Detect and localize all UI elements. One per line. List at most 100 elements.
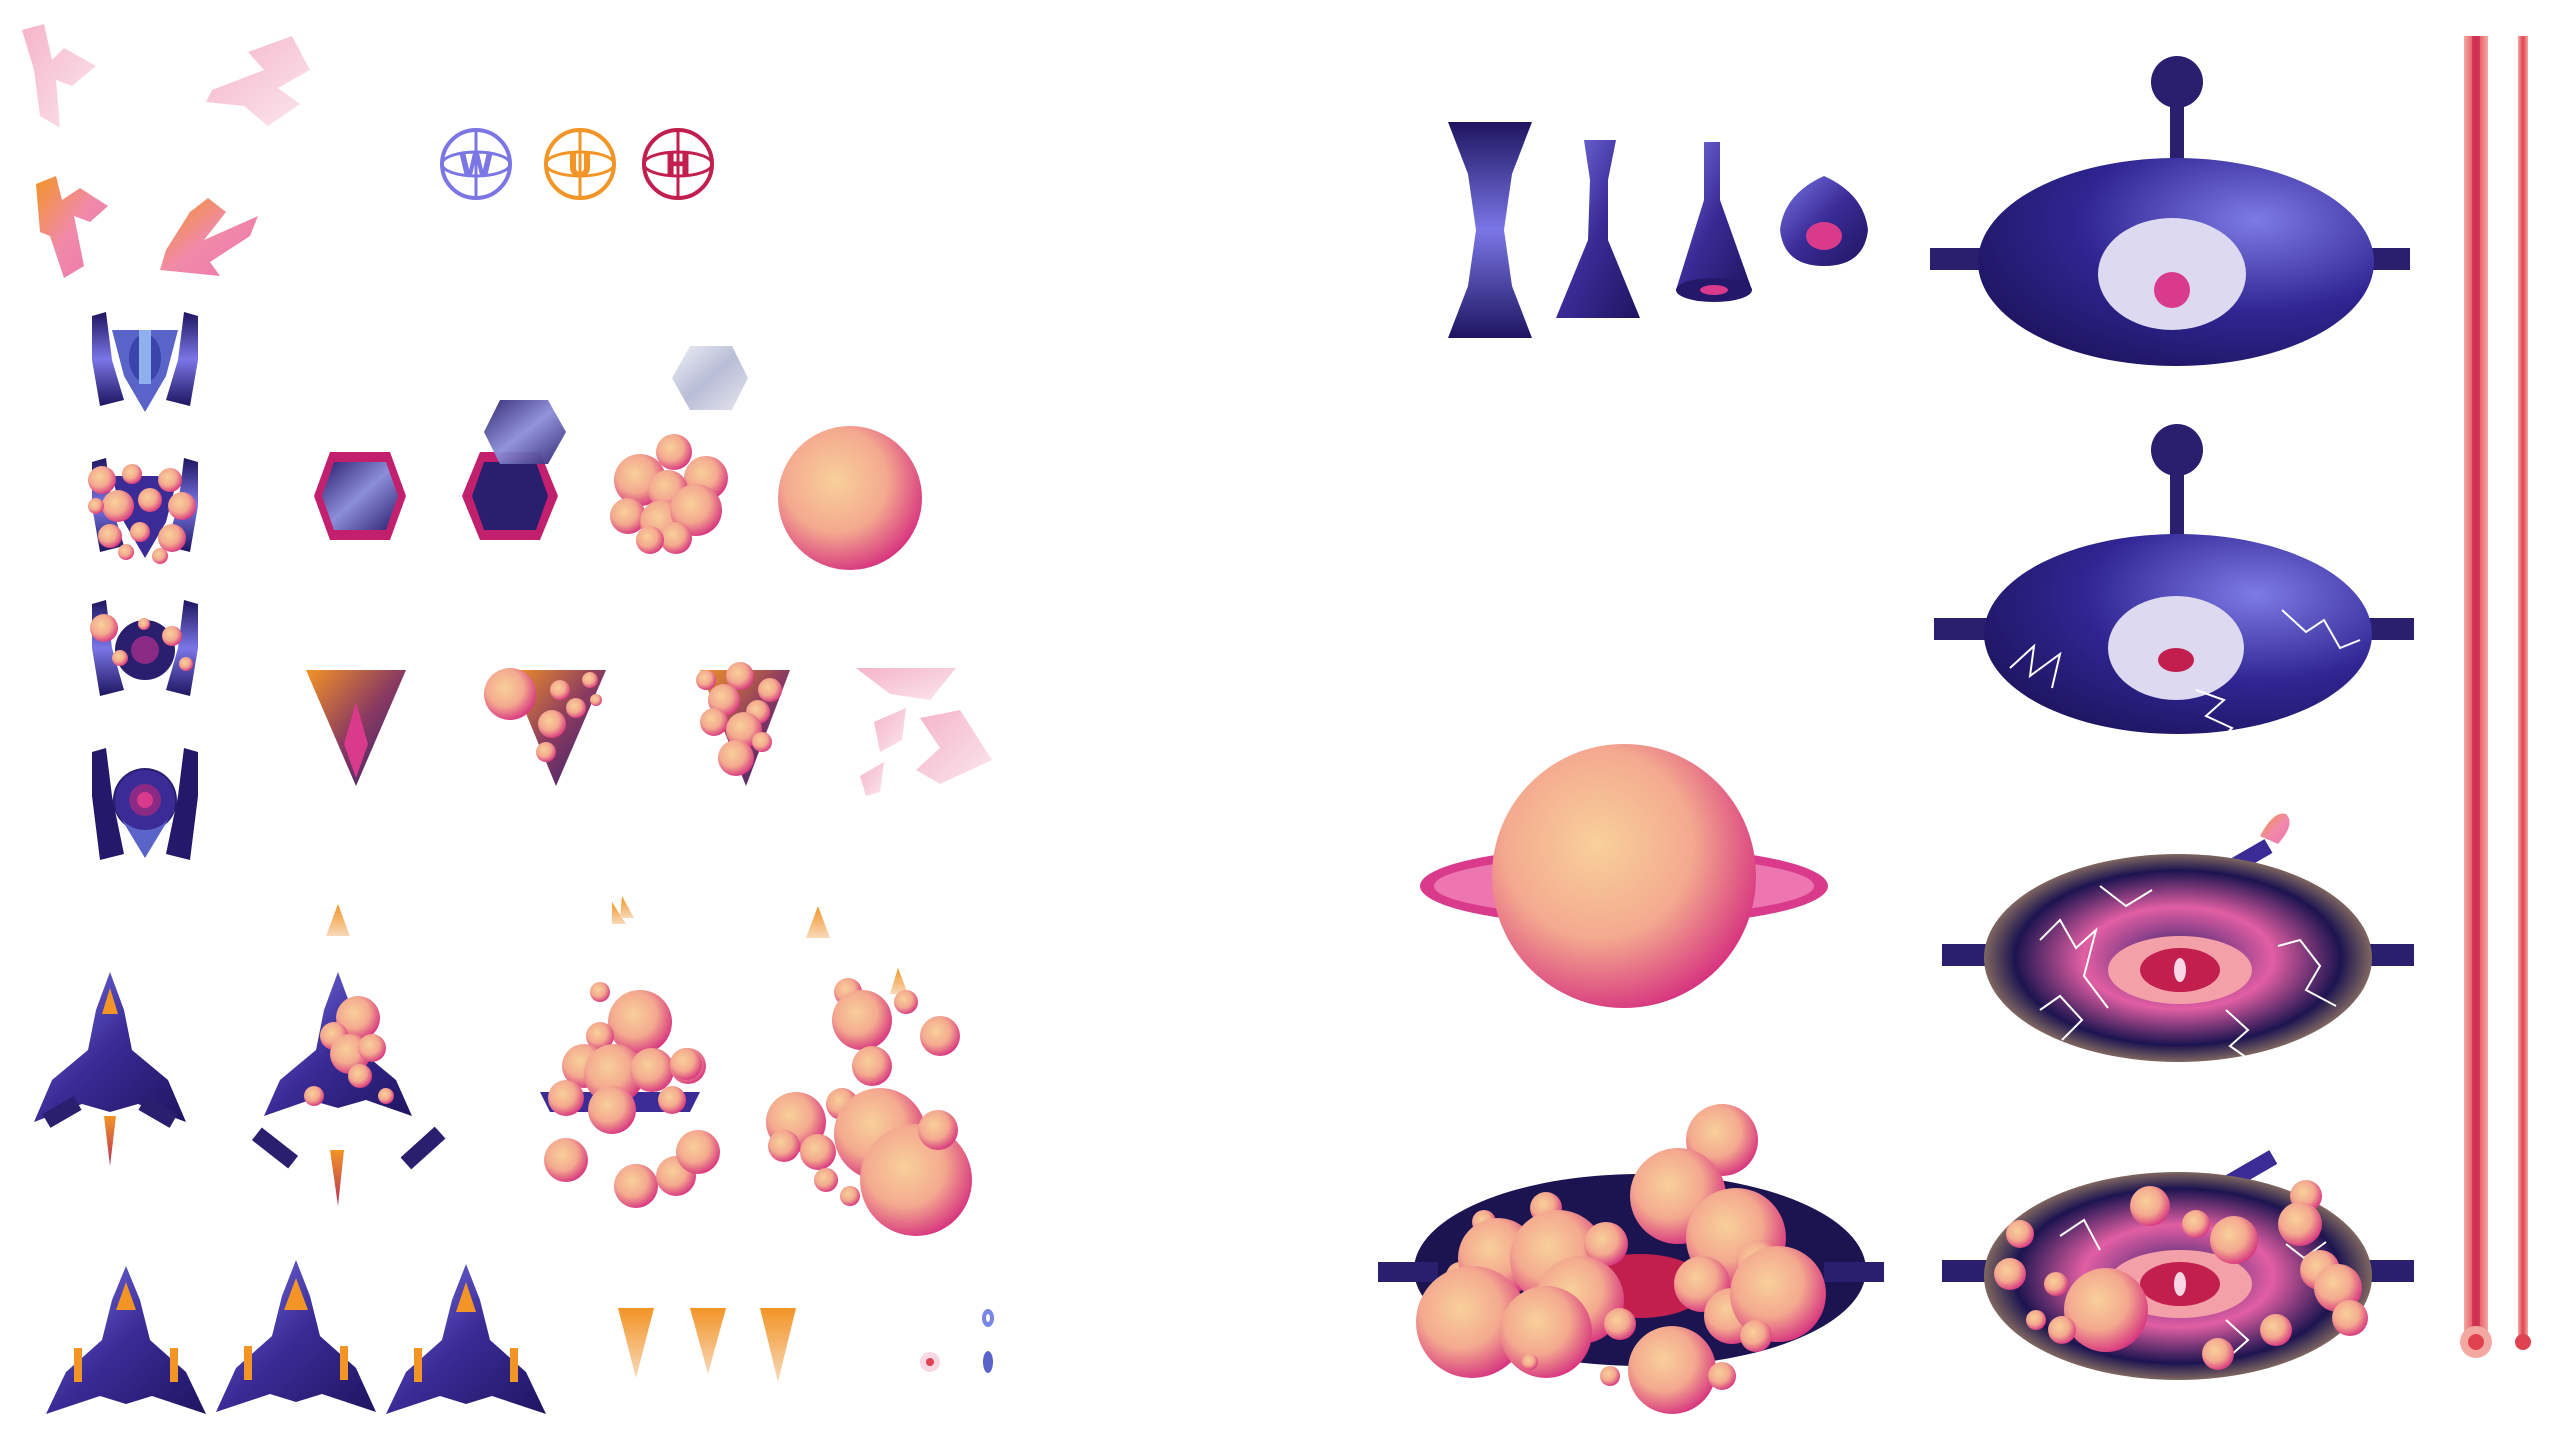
explosion-ball <box>670 484 722 536</box>
explosion-ball <box>658 1086 686 1114</box>
explosion-ball <box>1708 1362 1736 1390</box>
player-ship-icon <box>386 1264 546 1414</box>
explosion-ball <box>752 732 772 752</box>
explosion-ball <box>584 1044 644 1104</box>
explosion-ball <box>544 1138 588 1182</box>
k-letter-fragment-icon <box>36 176 258 278</box>
explosion-ball <box>358 1034 386 1062</box>
explosion-ball <box>758 678 782 702</box>
player-ship-exploding-icon <box>251 904 446 1206</box>
explosion-icon <box>778 426 922 570</box>
powerup-h-icon: H <box>642 128 714 200</box>
explosion-ball <box>168 492 196 520</box>
explosion-ball <box>2182 1210 2210 1238</box>
explosion-ball <box>2202 1338 2234 1370</box>
boss-cannon-icon <box>1448 122 1532 338</box>
explosion-ball <box>2026 1310 2046 1330</box>
explosion-ball <box>138 488 162 512</box>
powerup-u-icon: U <box>544 128 616 200</box>
explosion-ball <box>676 1130 720 1174</box>
explosion-ball <box>608 990 672 1054</box>
explosion-ball <box>918 1110 958 1150</box>
explosion-ball <box>2278 1202 2322 1246</box>
boss-saucer-critical-icon <box>1942 813 2414 1062</box>
explosion-ball <box>860 1124 972 1236</box>
explosion-ball <box>2006 1220 2034 1248</box>
explosion-ball <box>550 680 570 700</box>
player-ship-burst-icon <box>540 896 720 1208</box>
hex-mine-damaged-icon <box>462 400 566 540</box>
powerup-w-label: W <box>458 146 493 184</box>
hex-mine-debris-icon <box>672 346 748 410</box>
explosion-ball <box>2332 1300 2368 1336</box>
explosion-ball <box>2130 1186 2170 1226</box>
explosion-ball <box>832 990 892 1050</box>
explosion-ball <box>118 544 134 560</box>
boss-cannon-icon <box>1556 140 1640 318</box>
explosion-ball <box>636 526 664 554</box>
explosion-ball <box>590 694 602 706</box>
explosion-ball <box>102 490 134 522</box>
dart-enemy-debris-icon <box>856 668 992 796</box>
enemy-fighter-core-icon <box>92 748 198 860</box>
explosion-ball <box>484 668 536 720</box>
boss-explosion-icon <box>1378 1104 1884 1414</box>
explosion-ball <box>336 996 380 1040</box>
explosion-ball <box>718 740 754 776</box>
explosion-ball <box>348 1064 372 1088</box>
explosion-ball <box>768 1130 800 1162</box>
explosion-ball <box>1416 1266 1528 1378</box>
dart-enemy-exploding-icon <box>484 668 606 786</box>
laser-beam-thin-icon <box>2515 36 2531 1350</box>
explosion-ball <box>152 548 168 564</box>
explosion-ball <box>614 1164 658 1208</box>
dart-enemy-burst-icon <box>696 662 790 786</box>
explosion-ball <box>894 990 918 1014</box>
ringed-planet-icon <box>1420 744 1828 1008</box>
explosion-ball <box>566 698 586 718</box>
explosion-ball <box>582 672 598 688</box>
explosion-ball <box>586 1022 614 1050</box>
explosion-ball <box>130 522 150 542</box>
explosion-ball <box>590 982 610 1002</box>
bullet-icon <box>920 1352 940 1372</box>
enemy-fighter-damaged-icon <box>90 600 198 696</box>
explosion-ball <box>2260 1314 2292 1346</box>
explosion-ball <box>88 498 104 514</box>
boss-saucer-exploding-icon <box>1942 1150 2414 1380</box>
explosion-ball <box>1730 1246 1826 1342</box>
explosion-ball <box>1628 1326 1716 1414</box>
explosion-ball <box>920 1016 960 1056</box>
explosion-ball <box>122 464 142 484</box>
bullet-small-icon <box>982 1309 994 1373</box>
explosion-ball <box>1584 1222 1628 1266</box>
enemy-fighter-icon <box>92 312 198 412</box>
dart-enemy-icon <box>306 670 406 786</box>
explosion-ball <box>610 498 646 534</box>
boss-cannon-icon <box>1676 142 1752 302</box>
player-ship-icon <box>46 1266 206 1414</box>
explosion-ball <box>726 662 754 690</box>
explosion-ball <box>98 524 122 548</box>
explosion-ball <box>158 468 182 492</box>
explosion-ball <box>2044 1272 2068 1296</box>
explosion-ball <box>1604 1308 1636 1340</box>
explosion-ball <box>630 1048 674 1092</box>
k-letter-fragment-icon <box>22 24 310 128</box>
explosion-ball <box>700 708 728 736</box>
explosion-ball <box>840 1186 860 1206</box>
boss-cannon-icon <box>1780 176 1868 266</box>
enemy-fighter-exploding-icon <box>88 458 198 564</box>
explosion-ball <box>88 466 116 494</box>
hex-mine-icon <box>314 452 406 540</box>
explosion-ball <box>2064 1268 2148 1352</box>
thruster-flame-icon <box>618 1308 796 1382</box>
laser-beam-icon <box>2460 36 2492 1358</box>
explosion-ball <box>1522 1354 1538 1370</box>
explosion-ball <box>1994 1258 2026 1290</box>
explosion-ball <box>656 434 692 470</box>
powerup-w-icon: W <box>440 128 512 200</box>
hex-mine-exploding-icon <box>610 434 728 554</box>
explosion-ball <box>814 1168 838 1192</box>
